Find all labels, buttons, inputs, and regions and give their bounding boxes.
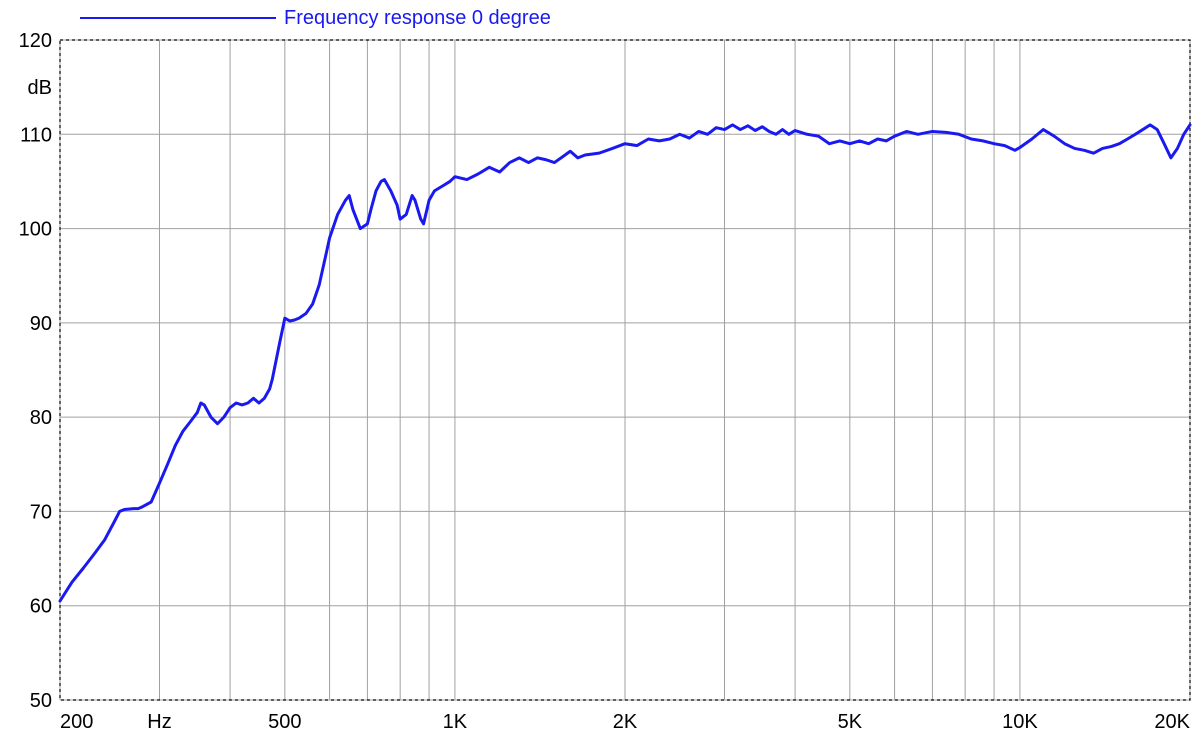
legend-label: Frequency response 0 degree <box>284 7 551 29</box>
y-tick-label: 100 <box>19 219 52 241</box>
x-tick-label: 2K <box>613 711 638 733</box>
y-tick-label: 90 <box>30 313 52 335</box>
y-tick-label: 80 <box>30 407 52 429</box>
y-tick-label: 70 <box>30 501 52 523</box>
x-tick-label: 500 <box>268 711 301 733</box>
x-tick-label: 10K <box>1002 711 1038 733</box>
y-tick-label: 60 <box>30 596 52 618</box>
x-unit-label: Hz <box>147 711 171 733</box>
y-tick-label: 120 <box>19 30 52 52</box>
y-unit-label: dB <box>28 77 52 99</box>
x-tick-label: 20K <box>1154 711 1190 733</box>
y-tick-label: 50 <box>30 690 52 712</box>
y-tick-label: 110 <box>20 124 52 146</box>
x-tick-label: 200 <box>60 711 93 733</box>
x-tick-label: 1K <box>443 711 468 733</box>
x-tick-label: 5K <box>838 711 863 733</box>
frequency-response-chart: 50 60 70 80 90 100 110 120 dB 200 500 1K 2K 5K 10K 20K H… <box>0 0 1200 740</box>
